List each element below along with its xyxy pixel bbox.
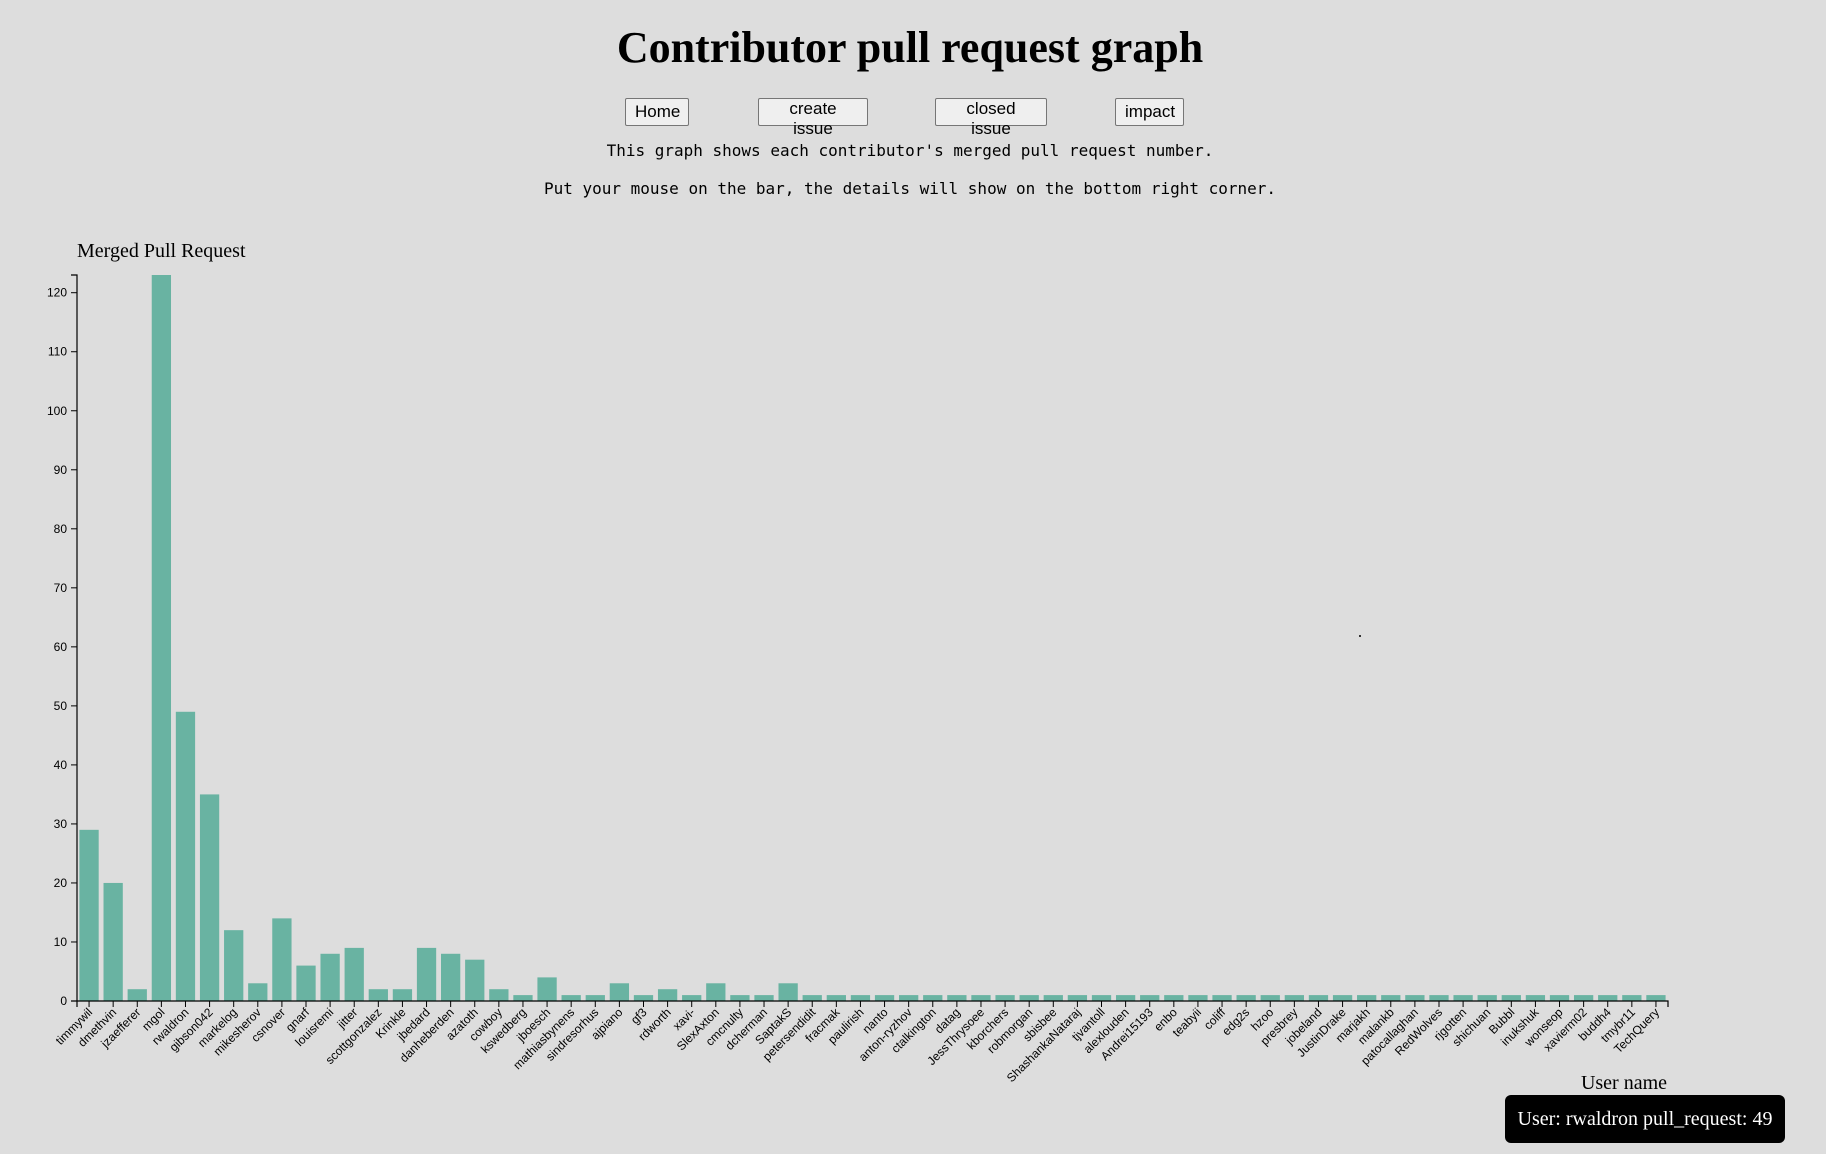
- bar-mikesherov[interactable]: [248, 983, 268, 1001]
- bar-tjvantoll[interactable]: [1091, 995, 1112, 1001]
- y-tick-label: 80: [54, 522, 68, 536]
- bar-cmcnulty[interactable]: [730, 995, 750, 1001]
- y-tick-label: 70: [54, 581, 68, 595]
- y-tick-label: 50: [54, 699, 68, 713]
- bar-gnarf[interactable]: [296, 965, 316, 1001]
- y-tick-label: 0: [60, 994, 67, 1008]
- bar-gibson042[interactable]: [199, 794, 220, 1001]
- bar-rwaldron[interactable]: [175, 711, 196, 1001]
- bar-Bubbl[interactable]: [1501, 995, 1521, 1001]
- bar-shichuan[interactable]: [1477, 995, 1497, 1001]
- bar-timmywil[interactable]: [79, 829, 99, 1001]
- bar-jobeland[interactable]: [1308, 995, 1329, 1001]
- x-axis-line: [76, 1000, 1669, 1007]
- bar-kborchers[interactable]: [995, 995, 1015, 1001]
- bar-jboesch[interactable]: [537, 977, 557, 1001]
- bar-patocallaghan[interactable]: [1405, 995, 1425, 1001]
- x-axis-label: User name: [1581, 1072, 1667, 1094]
- bar-xavi-[interactable]: [682, 995, 702, 1001]
- bar-coliff[interactable]: [1212, 995, 1232, 1001]
- description-line-1: This graph shows each contributor's merg…: [606, 141, 1214, 160]
- bar-cowboy[interactable]: [489, 989, 509, 1001]
- bars-group: [79, 275, 1666, 1001]
- bar-dmethvin[interactable]: [103, 882, 123, 1001]
- bar-presbrey[interactable]: [1284, 995, 1304, 1001]
- bar-teabyii[interactable]: [1188, 995, 1208, 1001]
- y-tick-label: 60: [54, 640, 68, 654]
- bar-scottgonzalez[interactable]: [368, 989, 388, 1001]
- y-axis-line: [71, 274, 78, 1002]
- bar-JustinDrake[interactable]: [1332, 995, 1353, 1001]
- bar-kswedberg[interactable]: [513, 995, 533, 1001]
- hover-tooltip: User: rwaldron pull_request: 49: [1505, 1095, 1785, 1143]
- bar-ShashankaNataraj[interactable]: [1067, 995, 1088, 1001]
- y-axis-label: Merged Pull Request: [77, 240, 246, 262]
- bar-gf3[interactable]: [633, 995, 654, 1001]
- y-tick-label: 120: [47, 286, 67, 300]
- bar-SaptakS[interactable]: [778, 983, 798, 1001]
- bar-danheberden[interactable]: [441, 953, 461, 1001]
- y-tick-label: 10: [54, 935, 68, 949]
- bar-RedWolves[interactable]: [1429, 995, 1449, 1001]
- bar-rdworth[interactable]: [657, 989, 678, 1001]
- create-issue-button[interactable]: create issue: [758, 98, 868, 138]
- bar-anton-ryzhov[interactable]: [899, 995, 919, 1001]
- bar-csnover[interactable]: [272, 918, 292, 1001]
- bar-alexlouden[interactable]: [1115, 995, 1136, 1001]
- bar-paulirish[interactable]: [850, 995, 871, 1001]
- y-tick-label: 100: [47, 404, 67, 418]
- bar-SlexAxton[interactable]: [706, 983, 726, 1001]
- bar-datag[interactable]: [947, 995, 967, 1001]
- bar-inukshuk[interactable]: [1525, 995, 1546, 1001]
- bar-malankb[interactable]: [1381, 995, 1401, 1001]
- bar-JessThrysoee[interactable]: [971, 995, 991, 1001]
- bar-marjakh[interactable]: [1357, 995, 1377, 1001]
- impact-button[interactable]: impact: [1115, 98, 1184, 126]
- closed-issue-button[interactable]: closed issue: [935, 98, 1047, 138]
- y-tick-label: 30: [54, 817, 68, 831]
- bar-xavierm02[interactable]: [1573, 995, 1594, 1001]
- bar-jbedard[interactable]: [416, 947, 437, 1001]
- bar-mgol[interactable]: [151, 275, 172, 1001]
- bar-hzoo[interactable]: [1260, 995, 1280, 1001]
- bar-petersendidit[interactable]: [802, 995, 822, 1001]
- bar-TechQuery[interactable]: [1646, 995, 1666, 1001]
- y-tick-label: 20: [54, 876, 68, 890]
- bar-tmybr11[interactable]: [1622, 995, 1642, 1001]
- bar-fracmak[interactable]: [826, 995, 846, 1001]
- page-title: Contributor pull request graph: [616, 23, 1204, 72]
- bar-nanto[interactable]: [874, 995, 895, 1001]
- bar-mathiasbynens[interactable]: [561, 995, 581, 1001]
- bar-Krinkle[interactable]: [392, 989, 413, 1001]
- bar-robmorgan[interactable]: [1019, 995, 1039, 1001]
- stray-dot: [1359, 635, 1361, 637]
- bar-edg2s[interactable]: [1236, 995, 1256, 1001]
- bar-azatoth[interactable]: [465, 959, 485, 1001]
- bar-sindresorhus[interactable]: [585, 995, 605, 1001]
- y-tick-label: 110: [48, 345, 67, 359]
- y-tick-label: 40: [54, 758, 68, 772]
- bar-jitter[interactable]: [344, 947, 364, 1001]
- bar-enbo[interactable]: [1164, 995, 1184, 1001]
- bar-sbisbee[interactable]: [1043, 995, 1063, 1001]
- bar-chart: Merged Pull Request User name 0 10 20 30 40 5…: [47, 240, 1669, 1094]
- nav-bar: Home create issue closed issue impact: [0, 98, 1820, 138]
- bar-markelog[interactable]: [224, 930, 244, 1001]
- home-button[interactable]: Home: [625, 98, 689, 126]
- bar-rjgotten[interactable]: [1453, 995, 1473, 1001]
- y-axis: 0 10 20 30 40 50 60 70 80 90 100 110 120: [47, 274, 78, 1008]
- x-axis: timmywildmethvinjzaefferermgolrwaldrongi…: [53, 1000, 1669, 1085]
- bar-ajpiano[interactable]: [609, 983, 630, 1001]
- bar-ctalkington[interactable]: [923, 995, 943, 1001]
- description-line-2: Put your mouse on the bar, the details w…: [543, 179, 1277, 198]
- bar-wonseop[interactable]: [1549, 995, 1570, 1001]
- y-tick-label: 90: [54, 463, 68, 477]
- bar-Andrei15193[interactable]: [1140, 995, 1160, 1001]
- bar-jzaefferer[interactable]: [127, 989, 147, 1001]
- bar-dcherman[interactable]: [754, 995, 774, 1001]
- bar-buddh4[interactable]: [1598, 995, 1618, 1001]
- bar-louisremi[interactable]: [320, 953, 340, 1001]
- x-tick-label: edg2s: [1219, 1005, 1252, 1038]
